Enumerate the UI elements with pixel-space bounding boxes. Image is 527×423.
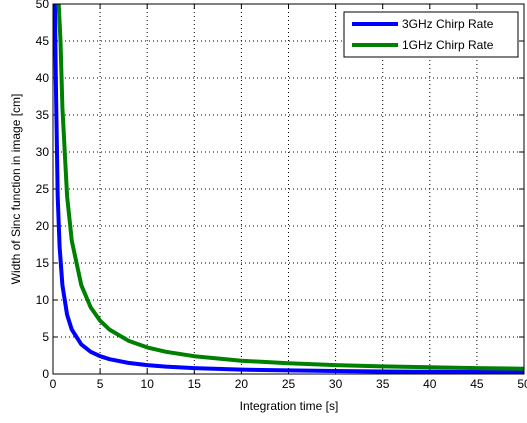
y-tick-label: 15	[36, 256, 50, 270]
legend: 3GHz Chirp Rate 1GHz Chirp Rate	[343, 11, 519, 58]
x-tick-label: 25	[282, 377, 296, 391]
series-line-1ghz	[56, 3, 525, 371]
series-line-3ghz	[52, 3, 525, 375]
x-tick-labels: 0 5 10 15 20 25 30 35 40 45 50	[50, 377, 527, 391]
x-tick-label: 45	[470, 377, 484, 391]
x-tick-label: 15	[188, 377, 202, 391]
y-tick-label: 45	[36, 34, 50, 48]
x-tick-label: 40	[423, 377, 437, 391]
x-tick-label: 10	[141, 377, 155, 391]
y-tick-label: 10	[36, 293, 50, 307]
y-tick-label: 40	[36, 71, 50, 85]
x-tick-label: 35	[376, 377, 390, 391]
x-tick-label: 30	[329, 377, 343, 391]
legend-box	[343, 11, 519, 58]
y-tick-label: 5	[42, 330, 49, 344]
x-axis-label: Integration time [s]	[240, 399, 339, 413]
y-tick-label: 20	[36, 219, 50, 233]
y-tick-label: 30	[36, 145, 50, 159]
plot-frame	[52, 3, 525, 375]
y-tick-label: 35	[36, 108, 50, 122]
y-tick-label: 50	[36, 0, 50, 11]
y-tick-label: 25	[36, 182, 50, 196]
legend-label-3ghz: 3GHz Chirp Rate	[402, 17, 494, 31]
y-tick-label: 0	[42, 367, 49, 381]
series-lines	[52, 3, 525, 375]
y-axis-label: Width of Sinc function in image [cm]	[9, 94, 23, 285]
x-tick-label: 0	[50, 377, 57, 391]
y-tick-labels: 0 5 10 15 20 25 30 35 40 45 50	[36, 0, 50, 381]
legend-label-1ghz: 1GHz Chirp Rate	[402, 38, 494, 52]
x-tick-label: 5	[97, 377, 104, 391]
x-tick-label: 20	[235, 377, 249, 391]
x-tick-label: 50	[517, 377, 527, 391]
